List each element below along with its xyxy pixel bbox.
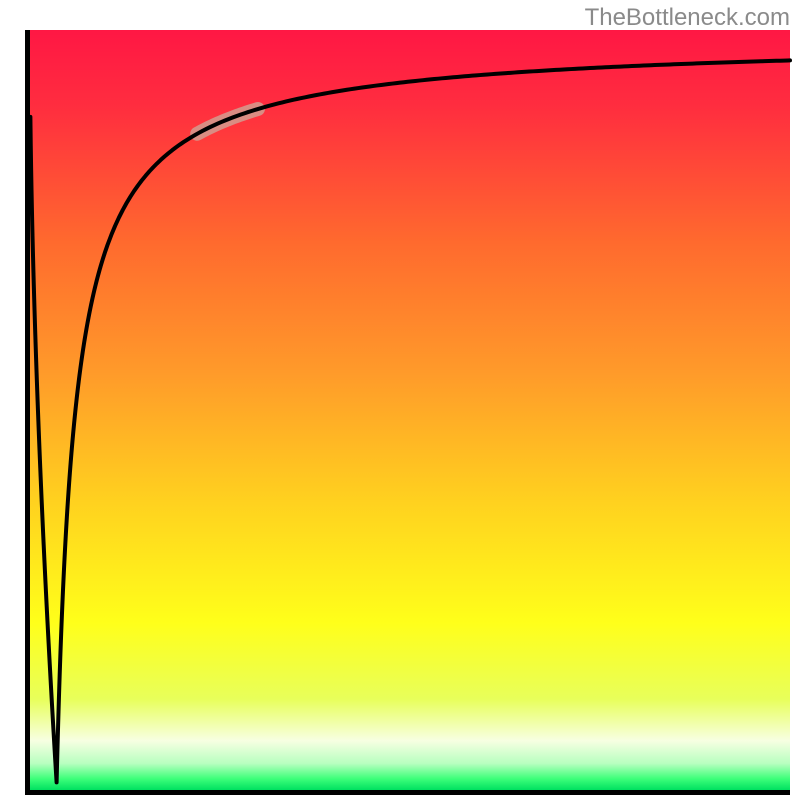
plot-background bbox=[30, 30, 790, 790]
watermark-text: TheBottleneck.com bbox=[585, 4, 790, 32]
bottleneck-chart: { "meta": { "width_px": 800, "height_px"… bbox=[0, 0, 800, 800]
chart-canvas bbox=[0, 0, 800, 800]
